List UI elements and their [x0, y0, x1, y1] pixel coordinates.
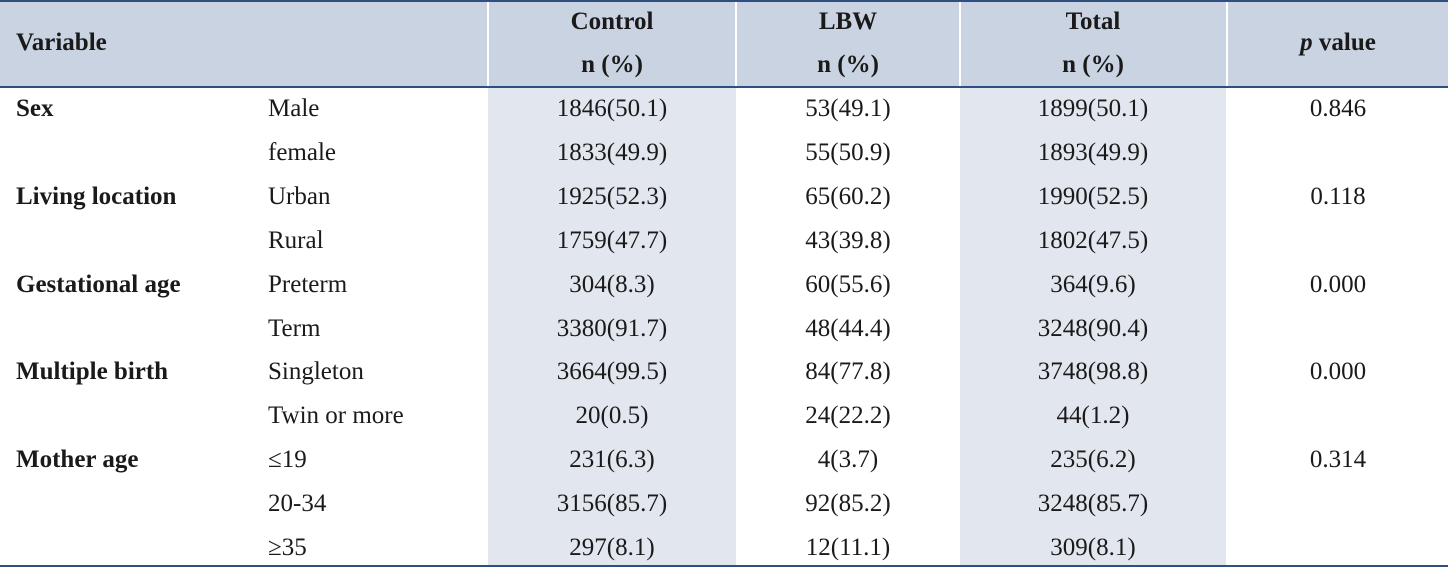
lbw-value: 53(49.1) [805, 95, 891, 122]
group-label: Sex [16, 95, 54, 122]
category-label: 20-34 [268, 490, 327, 518]
p-value: 0.118 [1310, 182, 1366, 210]
header-total-title: Total [1065, 8, 1121, 35]
header-separator [735, 0, 737, 86]
lbw-value: 4(3.7) [817, 446, 879, 474]
lbw-value: 84(77.8) [805, 358, 891, 386]
control-column-band [488, 0, 736, 567]
category-label: Urban [268, 182, 331, 210]
total-value: 1802(47.5) [1037, 226, 1149, 254]
control-value: 3380(91.7) [556, 314, 668, 342]
control-value: 231(6.3) [569, 446, 655, 474]
category-label: Rural [268, 226, 324, 254]
group-label: Gestational age [16, 270, 181, 298]
header-p-value: p value [1228, 28, 1448, 58]
table-header: Variable Control n (%) LBW n (%) Total n… [0, 0, 1448, 86]
control-value: 297(8.1) [569, 534, 655, 561]
lbw-value: 12(11.1) [805, 534, 891, 561]
header-control-title: Control [570, 8, 654, 35]
total-value: 309(8.1) [1050, 534, 1136, 561]
category-label: ≤19 [268, 446, 307, 474]
header-separator [1226, 0, 1228, 86]
p-value: 0.314 [1309, 446, 1367, 474]
header-p-rest: value [1312, 29, 1376, 56]
header-separator [487, 0, 489, 86]
total-value: 1893(49.9) [1037, 138, 1149, 166]
header-lbw-title: LBW [818, 8, 878, 35]
group-label: Mother age [16, 446, 139, 474]
control-value: 304(8.3) [569, 270, 655, 298]
total-value: 364(9.6) [1050, 270, 1136, 298]
lbw-value: 55(50.9) [805, 138, 891, 166]
category-label: Male [268, 95, 320, 122]
control-value: 1925(52.3) [556, 182, 668, 210]
bottom-rule [0, 565, 1448, 567]
total-value: 3248(85.7) [1037, 490, 1149, 518]
total-column-band [960, 0, 1226, 567]
total-value: 3248(90.4) [1037, 314, 1149, 342]
group-label: Living location [16, 182, 177, 210]
lbw-value: 92(85.2) [805, 490, 891, 518]
total-value: 1899(50.1) [1037, 95, 1149, 122]
header-separator [959, 0, 961, 86]
total-value: 235(6.2) [1050, 446, 1136, 474]
category-label: Term [268, 314, 321, 342]
category-label: Twin or more [268, 402, 404, 430]
control-value: 1833(49.9) [556, 138, 668, 166]
header-control-sub: n (%) [581, 51, 643, 78]
lbw-value: 48(44.4) [805, 314, 891, 342]
category-label: Preterm [268, 270, 348, 298]
header-lbw-sub: n (%) [817, 51, 879, 78]
control-value: 1846(50.1) [556, 95, 668, 122]
lbw-value: 43(39.8) [805, 226, 891, 254]
lbw-value: 60(55.6) [805, 270, 891, 298]
category-label: ≥35 [268, 534, 307, 561]
lbw-value: 24(22.2) [805, 402, 891, 430]
header-total-sub: n (%) [1062, 51, 1124, 78]
category-label: Singleton [268, 358, 364, 386]
top-rule [0, 0, 1448, 2]
total-value: 1990(52.5) [1037, 182, 1149, 210]
p-value: 0.846 [1309, 95, 1367, 122]
header-rule [0, 86, 1448, 88]
category-label: female [268, 138, 337, 166]
total-value: 3748(98.8) [1037, 358, 1149, 386]
header-variable: Variable [16, 29, 107, 56]
p-value: 0.000 [1309, 358, 1367, 386]
control-value: 20(0.5) [575, 402, 649, 430]
control-value: 1759(47.7) [556, 226, 668, 254]
control-value: 3156(85.7) [556, 490, 668, 518]
lbw-value: 65(60.2) [805, 182, 891, 210]
header-p-italic: p [1300, 29, 1313, 56]
p-value: 0.000 [1309, 270, 1367, 298]
control-value: 3664(99.5) [556, 358, 668, 386]
group-label: Multiple birth [16, 358, 169, 386]
total-value: 44(1.2) [1056, 402, 1130, 430]
